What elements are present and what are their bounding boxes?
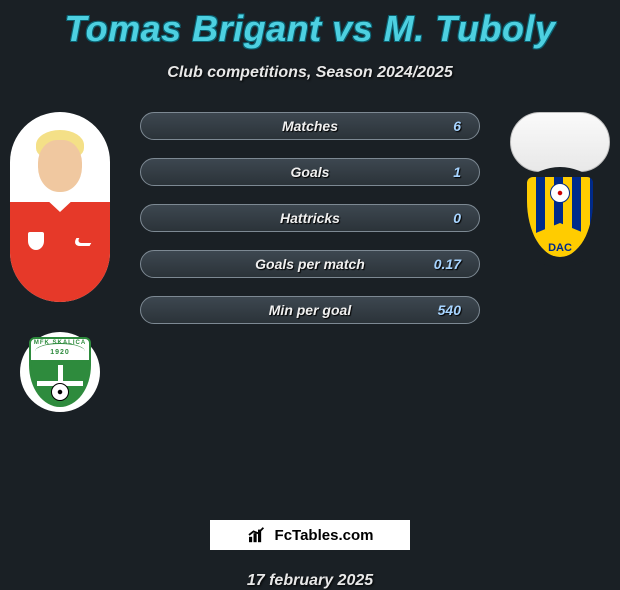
stat-value-right: 0 xyxy=(453,210,461,226)
player-left-avatar xyxy=(10,112,110,302)
brand-text: FcTables.com xyxy=(275,527,374,544)
stat-label: Hattricks xyxy=(280,210,340,226)
club-logo-left: MFK SKALICA 1920 xyxy=(20,332,100,412)
stat-label: Min per goal xyxy=(269,302,351,318)
stat-value-right: 6 xyxy=(453,118,461,134)
stats-bars: Matches 6 Goals 1 Hattricks 0 Goals per … xyxy=(140,112,480,342)
player-right-avatar xyxy=(510,112,610,172)
club-right-short: DAC xyxy=(527,242,593,254)
page-title: Tomas Brigant vs M. Tuboly xyxy=(0,0,620,50)
stat-value-right: 0.17 xyxy=(434,256,461,272)
comparison-area: MFK SKALICA 1920 DAC Matches 6 Goals 1 H… xyxy=(0,112,620,442)
stat-value-right: 1 xyxy=(453,164,461,180)
stat-label: Matches xyxy=(282,118,338,134)
chart-icon xyxy=(247,526,269,544)
club-left-name: MFK SKALICA xyxy=(31,339,89,348)
stat-row: Matches 6 xyxy=(140,112,480,140)
stat-row: Goals 1 xyxy=(140,158,480,186)
stat-row: Goals per match 0.17 xyxy=(140,250,480,278)
club-logo-right: DAC xyxy=(510,167,610,267)
footer-date: 17 february 2025 xyxy=(0,572,620,590)
stat-row: Hattricks 0 xyxy=(140,204,480,232)
club-left-year: 1920 xyxy=(31,348,89,357)
subtitle: Club competitions, Season 2024/2025 xyxy=(0,64,620,82)
stat-label: Goals xyxy=(291,164,330,180)
stat-row: Min per goal 540 xyxy=(140,296,480,324)
stat-label: Goals per match xyxy=(255,256,365,272)
brand-badge: FcTables.com xyxy=(210,520,410,550)
stat-value-right: 540 xyxy=(438,302,461,318)
